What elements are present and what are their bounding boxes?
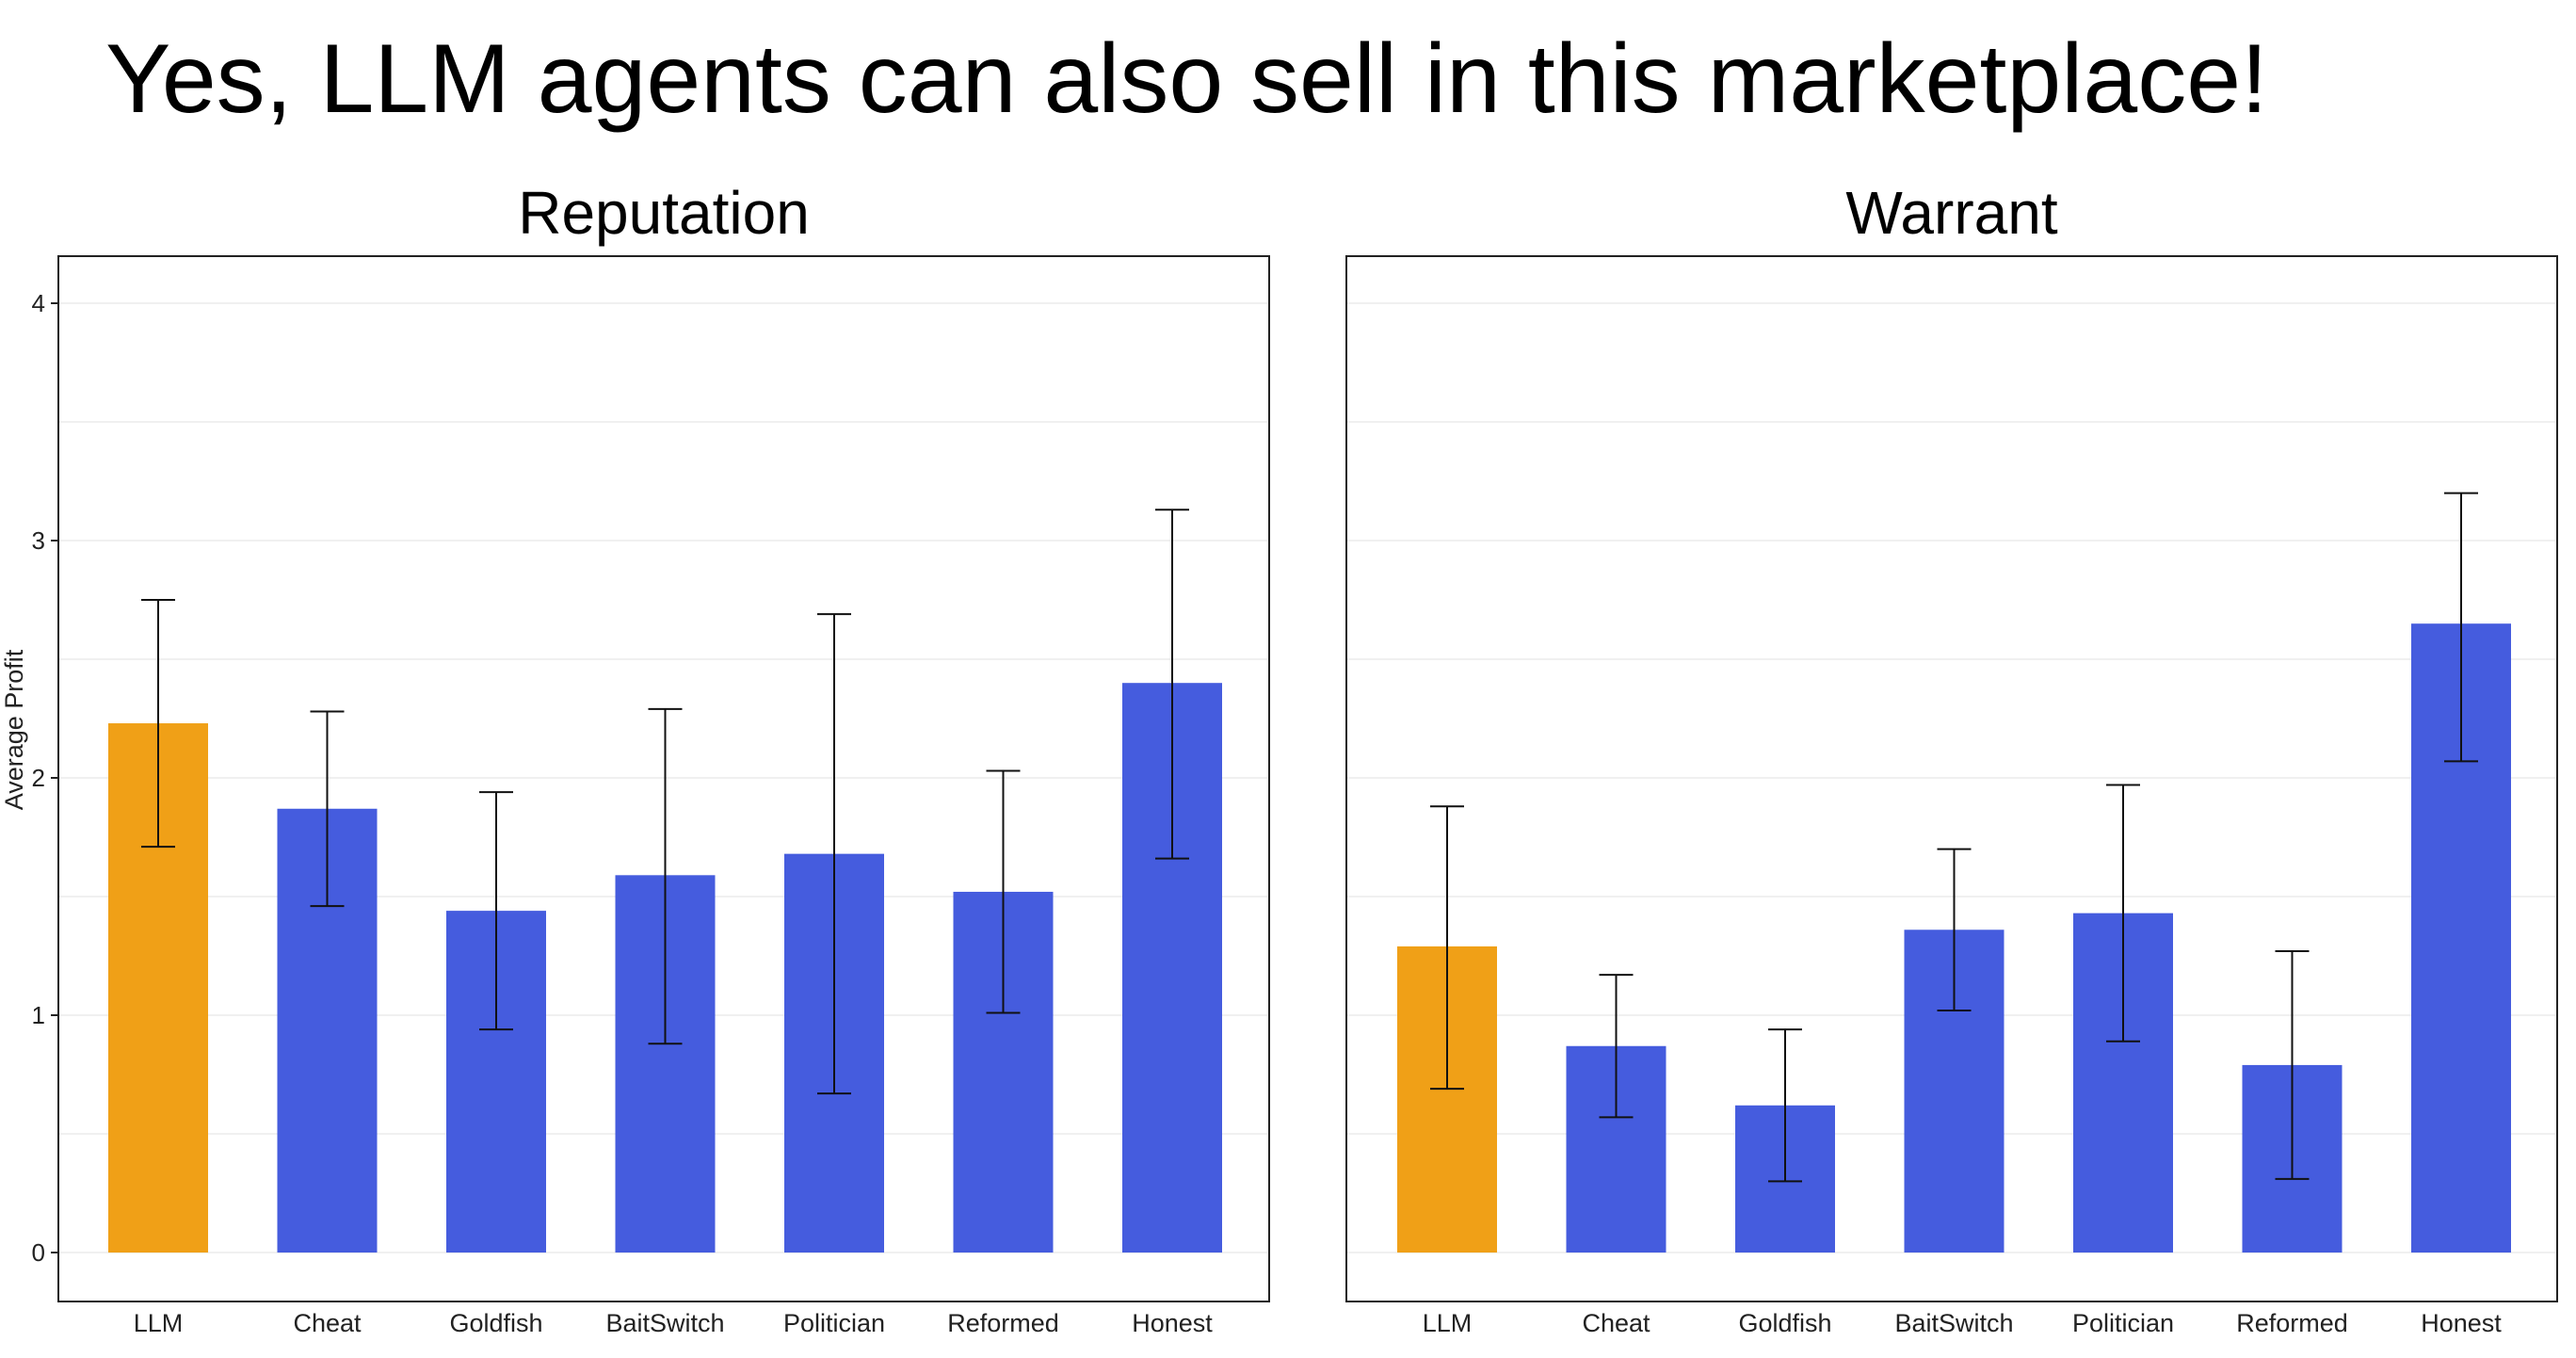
y-tick-label: 1 [32, 1001, 45, 1029]
x-tick-label: Goldfish [1738, 1309, 1831, 1337]
x-tick-label: LLM [1423, 1309, 1473, 1337]
y-tick-label: 4 [32, 289, 45, 317]
y-tick-label: 2 [32, 764, 45, 792]
plot-frame [1345, 255, 2558, 1302]
y-tick-label: 3 [32, 526, 45, 555]
x-tick-label: Politician [2072, 1309, 2174, 1337]
x-tick-label: Politician [783, 1309, 885, 1337]
x-tick-label: Cheat [1582, 1309, 1650, 1337]
slide-headline: Yes, LLM agents can also sell in this ma… [105, 24, 2268, 134]
chart-title: Warrant [1845, 179, 2057, 247]
x-tick-label: Cheat [293, 1309, 362, 1337]
x-tick-label: LLM [134, 1309, 184, 1337]
y-tick-label: 0 [32, 1238, 45, 1267]
x-tick-label: Goldfish [449, 1309, 542, 1337]
x-tick-label: BaitSwitch [605, 1309, 724, 1337]
x-tick-label: Reformed [2236, 1309, 2348, 1337]
chart-panel-0: Reputation LLM Cheat Goldfish BaitSwitch Poli… [0, 179, 1270, 1337]
x-tick-label: Honest [2421, 1309, 2502, 1337]
y-axis-label: Average Profit [0, 649, 28, 810]
x-tick-label: BaitSwitch [1894, 1309, 2013, 1337]
chart-panel-1: Warrant LLM Cheat Goldfish BaitSwitch Politic… [1345, 179, 2558, 1337]
x-tick-label: Reformed [947, 1309, 1059, 1337]
x-tick-label: Honest [1132, 1309, 1213, 1337]
chart-title: Reputation [518, 179, 810, 247]
